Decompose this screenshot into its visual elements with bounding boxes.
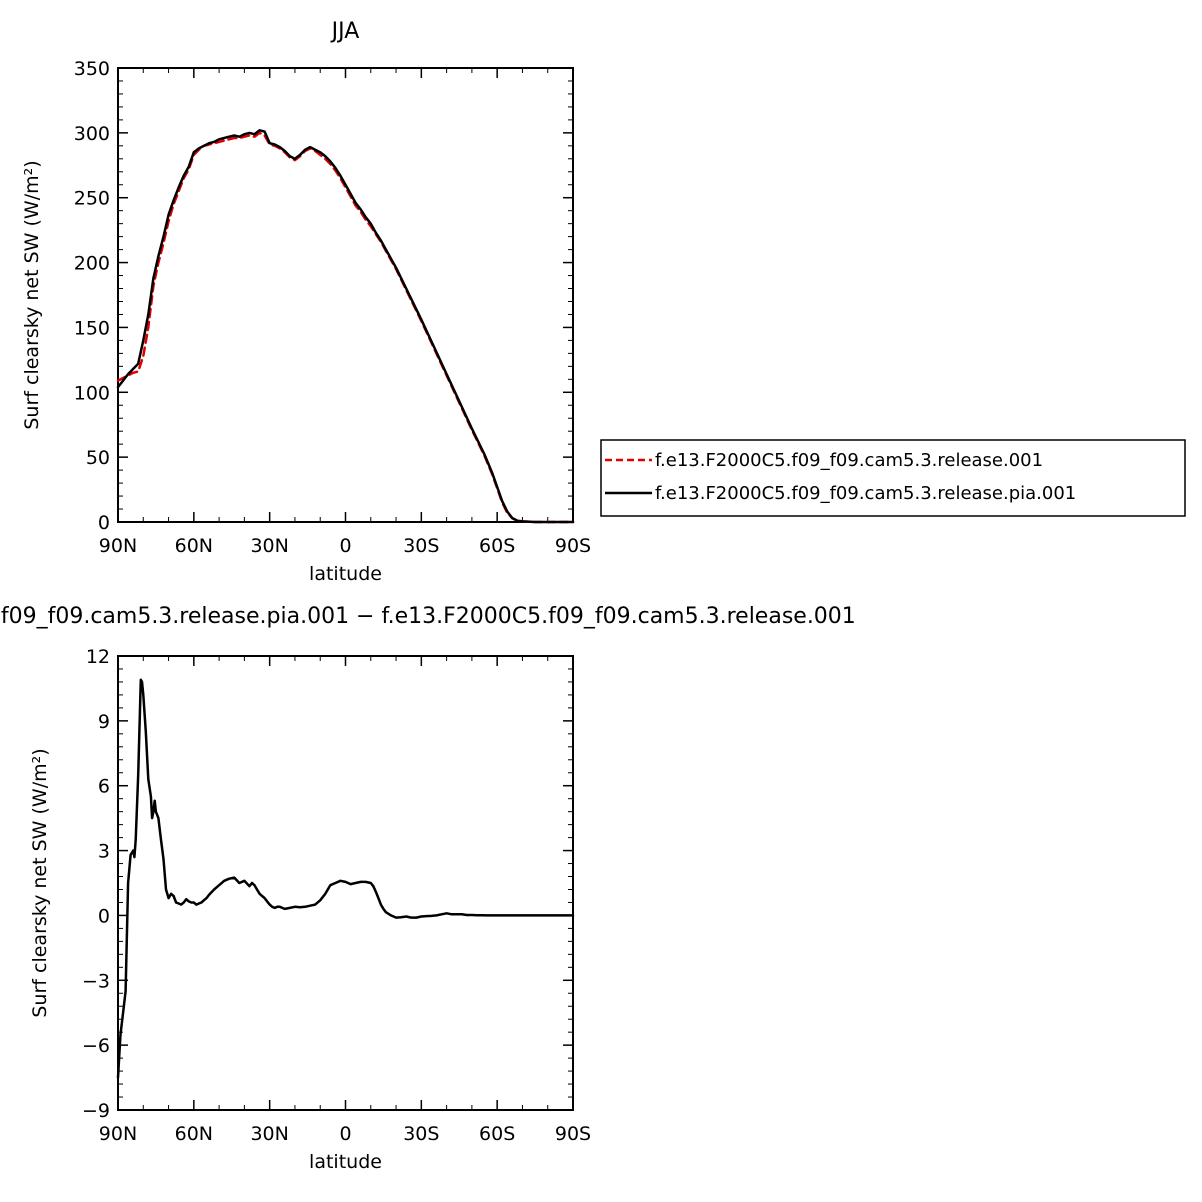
x-tick-label: 30S [403,535,439,557]
top-plot-title: JJA [330,19,360,44]
x-tick-label: 90N [99,535,137,557]
y-tick-label: 200 [74,253,110,275]
y-tick-label: 250 [74,188,110,210]
x-tick-label: 60S [479,535,515,557]
y-tick-label: −3 [82,970,110,992]
y-tick-label: 150 [74,317,110,339]
x-tick-label: 30S [403,1123,439,1145]
y-tick-label: 300 [74,123,110,145]
x-tick-label: 90S [555,535,591,557]
series-line-pia [116,129,575,524]
top-plot: JJA 90N 60N 30N 0 30S 60S 90S 0 50 100 150 200 250 3… [21,19,591,585]
y-tick-label: 50 [86,447,110,469]
y-tick-label: 0 [98,512,110,534]
x-tick-label: 60S [479,1123,515,1145]
top-y-axis: 0 50 100 150 200 250 300 350 [74,58,573,534]
bottom-x-axis: 90N 60N 30N 0 30S 60S 90S [99,656,591,1145]
legend-label-release: f.e13.F2000C5.f09_f09.cam5.3.release.001 [655,450,1043,471]
y-tick-label: 3 [98,841,110,863]
x-tick-label: 90S [555,1123,591,1145]
series-line-release [116,131,575,524]
bottom-y-axis-label: Surf clearsky net SW (W/m²) [29,748,51,1017]
x-tick-label: 60N [175,1123,213,1145]
y-tick-label: 9 [98,711,110,733]
x-tick-label: 60N [175,535,213,557]
y-tick-label: 350 [74,58,110,80]
y-tick-label: 12 [86,646,110,668]
y-tick-label: 100 [74,382,110,404]
bottom-y-axis: −9 −6 −3 0 3 6 9 12 [82,646,573,1122]
x-tick-label: 0 [339,535,351,557]
bottom-plot-title: f.e13.F2000C5.f09_f09.cam5.3.release.pia… [0,604,856,629]
y-tick-label: 6 [98,776,110,798]
x-tick-label: 0 [339,1123,351,1145]
legend-label-pia: f.e13.F2000C5.f09_f09.cam5.3.release.pia… [655,483,1076,504]
y-tick-label: −6 [82,1035,110,1057]
bottom-x-axis-label: latitude [309,1151,382,1173]
x-tick-label: 90N [99,1123,137,1145]
top-x-axis: 90N 60N 30N 0 30S 60S 90S [99,68,591,557]
x-tick-label: 30N [250,1123,288,1145]
y-tick-label: 0 [98,905,110,927]
x-tick-label: 30N [250,535,288,557]
top-plot-frame [117,67,574,523]
legend: f.e13.F2000C5.f09_f09.cam5.3.release.001… [600,439,1186,517]
top-series-group [116,129,575,524]
y-tick-label: −9 [82,1100,110,1122]
bottom-series-group [116,678,575,1079]
series-line-difference [116,678,575,1079]
legend-box [600,439,1186,517]
top-y-axis-label: Surf clearsky net SW (W/m²) [21,160,43,429]
bottom-plot: f.e13.F2000C5.f09_f09.cam5.3.release.pia… [0,604,856,1173]
top-x-axis-label: latitude [309,563,382,585]
